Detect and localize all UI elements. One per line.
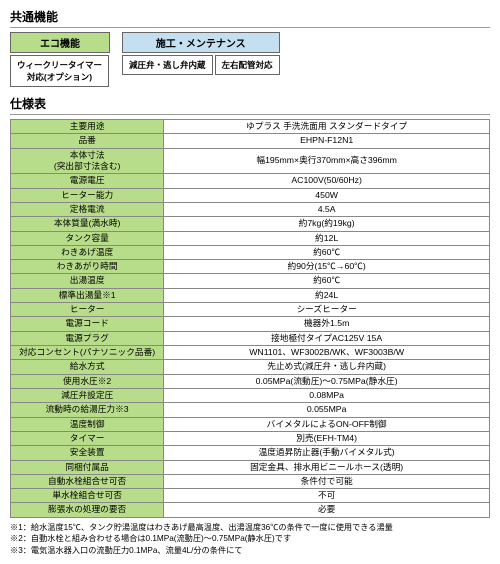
table-row: 本体寸法 (突出部寸法含む)幅195mm×奥行370mm×高さ396mm <box>11 148 490 174</box>
table-row: 膨張水の処理の要否必要 <box>11 503 490 517</box>
table-row: 本体質量(満水時)約7kg(約19kg) <box>11 217 490 231</box>
table-row: 安全装置温度過昇防止器(手動バイメタル式) <box>11 446 490 460</box>
spec-key: 主要用途 <box>11 120 164 134</box>
spec-key: 品番 <box>11 134 164 148</box>
section-title-spec: 仕様表 <box>10 95 490 115</box>
spec-value: 約24L <box>164 288 490 302</box>
spec-key: 使用水圧※2 <box>11 374 164 388</box>
spec-value: 約60℃ <box>164 274 490 288</box>
spec-key: ヒーター能力 <box>11 188 164 202</box>
spec-key: 減圧弁設定圧 <box>11 388 164 402</box>
eco-item: ウィークリータイマー 対応(オプション) <box>10 55 109 87</box>
table-row: タイマー別売(EFH-TM4) <box>11 431 490 445</box>
section-title-common: 共通機能 <box>10 8 490 28</box>
spec-value: 別売(EFH-TM4) <box>164 431 490 445</box>
eco-boxes: ウィークリータイマー 対応(オプション) <box>10 55 110 87</box>
spec-value: 0.05MPa(流動圧)～0.75MPa(静水圧) <box>164 374 490 388</box>
table-row: 流動時の給湯圧力※30.055MPa <box>11 403 490 417</box>
table-row: 給水方式先止め式(減圧弁・逃し弁内蔵) <box>11 360 490 374</box>
spec-key: 膨張水の処理の要否 <box>11 503 164 517</box>
spec-value: シーズヒーター <box>164 303 490 317</box>
table-row: わきあがり時間約90分(15℃→60℃) <box>11 260 490 274</box>
table-row: 定格電流4.5A <box>11 202 490 216</box>
maint-item-1: 減圧弁・逃し弁内蔵 <box>122 55 213 75</box>
spec-key: 標準出湯量※1 <box>11 288 164 302</box>
spec-value: 接地極付タイプAC125V 15A <box>164 331 490 345</box>
spec-value: WN1101、WF3002B/WK、WF3003B/W <box>164 346 490 360</box>
eco-head: エコ機能 <box>10 32 110 53</box>
spec-key: 本体寸法 (突出部寸法含む) <box>11 148 164 174</box>
spec-value: 約60℃ <box>164 245 490 259</box>
table-row: わきあげ温度約60℃ <box>11 245 490 259</box>
spec-key: ヒーター <box>11 303 164 317</box>
table-row: 電源電圧AC100V(50/60Hz) <box>11 174 490 188</box>
table-row: 出湯温度約60℃ <box>11 274 490 288</box>
spec-key: 単水栓組合せ可否 <box>11 489 164 503</box>
spec-value: 約12L <box>164 231 490 245</box>
spec-value: 0.08MPa <box>164 388 490 402</box>
eco-group: エコ機能 ウィークリータイマー 対応(オプション) <box>10 32 110 87</box>
spec-value: AC100V(50/60Hz) <box>164 174 490 188</box>
table-row: 使用水圧※20.05MPa(流動圧)～0.75MPa(静水圧) <box>11 374 490 388</box>
spec-key: 対応コンセント(パナソニック品番) <box>11 346 164 360</box>
spec-value: 温度過昇防止器(手動バイメタル式) <box>164 446 490 460</box>
spec-value: 先止め式(減圧弁・逃し弁内蔵) <box>164 360 490 374</box>
table-row: 対応コンセント(パナソニック品番)WN1101、WF3002B/WK、WF300… <box>11 346 490 360</box>
table-row: 主要用途ゆプラス 手洗洗面用 スタンダードタイプ <box>11 120 490 134</box>
spec-key: 定格電流 <box>11 202 164 216</box>
table-row: 減圧弁設定圧0.08MPa <box>11 388 490 402</box>
features-row: エコ機能 ウィークリータイマー 対応(オプション) 施工・メンテナンス 減圧弁・… <box>10 32 490 87</box>
spec-key: 出湯温度 <box>11 274 164 288</box>
spec-value: 条件付で可能 <box>164 474 490 488</box>
maint-boxes: 減圧弁・逃し弁内蔵 左右配管対応 <box>122 55 280 75</box>
table-row: 電源コード機器外1.5m <box>11 317 490 331</box>
spec-key: 同梱付属品 <box>11 460 164 474</box>
table-row: 品番EHPN-F12N1 <box>11 134 490 148</box>
spec-value: 約90分(15℃→60℃) <box>164 260 490 274</box>
spec-value: 450W <box>164 188 490 202</box>
spec-value: EHPN-F12N1 <box>164 134 490 148</box>
spec-key: わきあげ温度 <box>11 245 164 259</box>
table-row: 温度制御バイメタルによるON-OFF制御 <box>11 417 490 431</box>
spec-value: 必要 <box>164 503 490 517</box>
table-row: 自動水栓組合せ可否条件付で可能 <box>11 474 490 488</box>
maint-group: 施工・メンテナンス 減圧弁・逃し弁内蔵 左右配管対応 <box>122 32 280 87</box>
spec-key: 電源電圧 <box>11 174 164 188</box>
table-row: ヒーターシーズヒーター <box>11 303 490 317</box>
spec-value: 幅195mm×奥行370mm×高さ396mm <box>164 148 490 174</box>
spec-key: わきあがり時間 <box>11 260 164 274</box>
footnote-line: ※1：給水温度15℃、タンク貯湯温度はわきあげ最高温度、出湯温度36℃の条件で一… <box>10 522 490 533</box>
footnotes: ※1：給水温度15℃、タンク貯湯温度はわきあげ最高温度、出湯温度36℃の条件で一… <box>10 522 490 556</box>
spec-key: 温度制御 <box>11 417 164 431</box>
spec-value: ゆプラス 手洗洗面用 スタンダードタイプ <box>164 120 490 134</box>
table-row: 同梱付属品固定金具、排水用ビニールホース(透明) <box>11 460 490 474</box>
table-row: 標準出湯量※1約24L <box>11 288 490 302</box>
spec-key: タイマー <box>11 431 164 445</box>
spec-value: 約7kg(約19kg) <box>164 217 490 231</box>
spec-key: 電源コード <box>11 317 164 331</box>
spec-value: 0.055MPa <box>164 403 490 417</box>
table-row: 電源プラグ接地極付タイプAC125V 15A <box>11 331 490 345</box>
spec-value: 4.5A <box>164 202 490 216</box>
spec-table: 主要用途ゆプラス 手洗洗面用 スタンダードタイプ品番EHPN-F12N1本体寸法… <box>10 119 490 518</box>
maint-item-2: 左右配管対応 <box>215 55 280 75</box>
footnote-line: ※3：電気温水器入口の流動圧力0.1MPa、流量4L/分の条件にて <box>10 545 490 556</box>
spec-value: バイメタルによるON-OFF制御 <box>164 417 490 431</box>
spec-key: 自動水栓組合せ可否 <box>11 474 164 488</box>
footnote-line: ※2：自動水栓と組み合わせる場合は0.1MPa(流動圧)～0.75MPa(静水圧… <box>10 533 490 544</box>
maint-head: 施工・メンテナンス <box>122 32 280 53</box>
spec-key: 電源プラグ <box>11 331 164 345</box>
table-row: タンク容量約12L <box>11 231 490 245</box>
spec-key: 本体質量(満水時) <box>11 217 164 231</box>
spec-key: 安全装置 <box>11 446 164 460</box>
spec-value: 固定金具、排水用ビニールホース(透明) <box>164 460 490 474</box>
spec-value: 不可 <box>164 489 490 503</box>
spec-value: 機器外1.5m <box>164 317 490 331</box>
table-row: 単水栓組合せ可否不可 <box>11 489 490 503</box>
table-row: ヒーター能力450W <box>11 188 490 202</box>
spec-key: 流動時の給湯圧力※3 <box>11 403 164 417</box>
spec-key: タンク容量 <box>11 231 164 245</box>
spec-key: 給水方式 <box>11 360 164 374</box>
